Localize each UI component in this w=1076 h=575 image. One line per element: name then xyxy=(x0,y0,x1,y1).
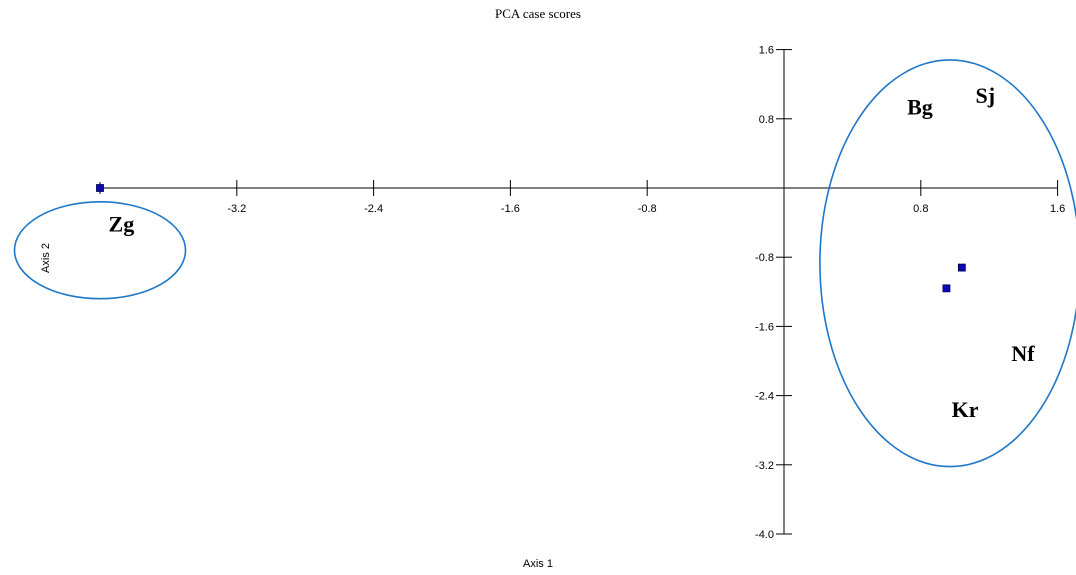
y-tick-label: -2.4 xyxy=(755,391,774,403)
data-point xyxy=(957,263,966,272)
x-tick-label: -1.6 xyxy=(501,203,520,215)
group-ellipses xyxy=(13,59,1076,468)
y-tick-label: -1.6 xyxy=(755,321,774,333)
data-point xyxy=(942,284,951,293)
data-point xyxy=(96,184,104,192)
group-label-zg: Zg xyxy=(109,211,135,236)
x-tick-label: -3.2 xyxy=(227,203,246,215)
x-tick-label: -0.8 xyxy=(638,203,657,215)
x-tick-label: 0.8 xyxy=(913,203,928,215)
x-axis-title: Axis 1 xyxy=(523,558,553,570)
group-ellipse xyxy=(13,201,187,300)
y-tick-label: -3.2 xyxy=(755,460,774,472)
group-label-sj: Sj xyxy=(976,83,996,108)
x-tick-label: 1.6 xyxy=(1050,203,1065,215)
data-points xyxy=(96,184,966,293)
y-axis-title: Axis 2 xyxy=(40,243,52,273)
group-labels: Zg Bg Sj Nf Kr xyxy=(109,83,1036,422)
y-tick-label: -4.0 xyxy=(755,529,774,541)
x-tick-label: -2.4 xyxy=(364,203,383,215)
y-tick-label: 0.8 xyxy=(759,114,774,126)
group-ellipse xyxy=(819,59,1076,468)
group-label-bg: Bg xyxy=(907,94,933,119)
group-label-nf: Nf xyxy=(1011,341,1035,366)
group-label-kr: Kr xyxy=(952,397,979,422)
y-tick-label: 1.6 xyxy=(759,45,774,57)
chart-title: PCA case scores xyxy=(495,6,581,21)
y-tick-label: -0.8 xyxy=(755,252,774,264)
axes: -3.2 -2.4 -1.6 -0.8 0.8 1.6 1.6 0.8 -0.8 -1.6 -2.4… xyxy=(99,45,1065,541)
